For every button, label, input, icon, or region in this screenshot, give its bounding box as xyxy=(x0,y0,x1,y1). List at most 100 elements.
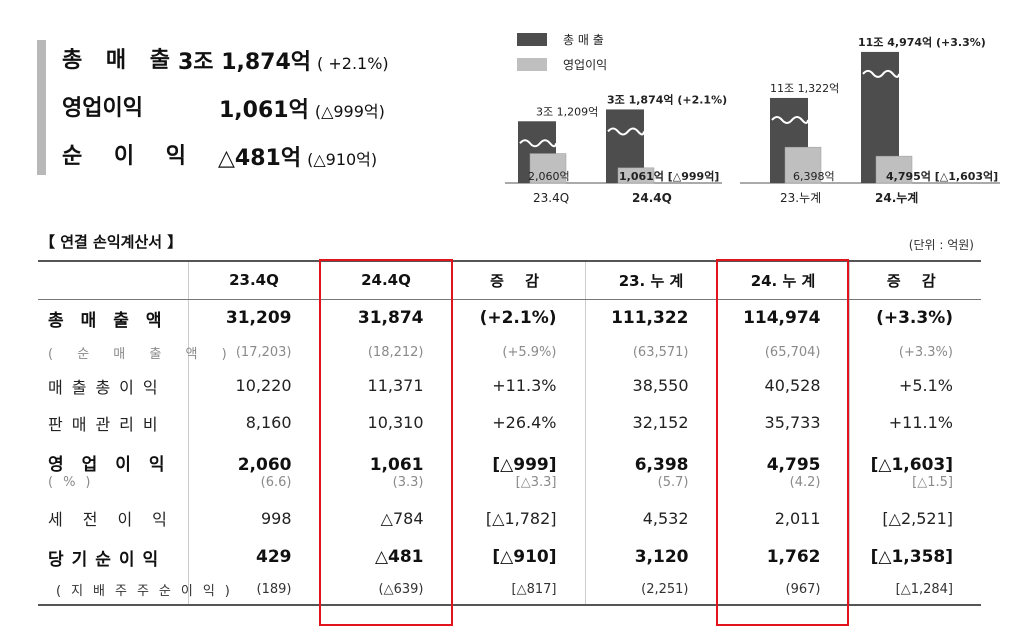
summary-op-value-wrap: 1,061억 (△999억) xyxy=(219,92,385,124)
summary-sales-row: 총 매 출 xyxy=(62,42,178,78)
table-cell: 11,371 xyxy=(319,367,452,404)
table-cell: (+2.1%) xyxy=(451,299,585,337)
table-cell: 4,532 xyxy=(584,497,717,539)
table-row-net-income: 당기순이익 429 △481 [△910] 3,120 1,762 [△1,35… xyxy=(38,539,981,575)
header-23-4q: 23.4Q xyxy=(187,260,320,300)
axis-break-wave xyxy=(607,127,645,136)
table-cell: 31,874 xyxy=(319,299,452,337)
table-cell: 2,060 xyxy=(187,441,320,475)
header-23-cumulative: 23. 누 계 xyxy=(584,260,717,300)
table-cell: 998 xyxy=(187,497,320,539)
label-sales-24.4Q: 3조 1,874억 (+2.1%) xyxy=(607,93,727,106)
table-cell: (+5.9%) xyxy=(451,337,585,367)
axis-break-wave xyxy=(519,139,557,148)
header-24-cumulative: 24. 누 계 xyxy=(716,260,849,300)
table-cell: 31,209 xyxy=(187,299,320,337)
bar-op-24.누계 xyxy=(875,155,913,184)
summary-net-value: △481억 xyxy=(218,146,302,171)
summary-net-delta: (△910억) xyxy=(307,150,378,169)
label-op-24.누계: 4,795억 [△1,603억] xyxy=(886,170,998,183)
table-cell: +5.1% xyxy=(848,367,981,404)
table-cell: (17,203) xyxy=(187,337,320,367)
row-label: (%) xyxy=(48,475,101,490)
bar-op-24.4Q xyxy=(617,167,655,184)
table-cell: [△3.3] xyxy=(451,475,585,497)
table-cell: 429 xyxy=(187,539,320,575)
summary-net-label: 순 이 익 xyxy=(62,144,199,169)
table-cell: (967) xyxy=(716,575,849,606)
label-op-24.4Q: 1,061억 [△999억] xyxy=(619,170,719,183)
label-op-23.4Q: 2,060억 xyxy=(528,170,570,183)
table-row-op-margin: (%) (6.6) (3.3) [△3.3] (5.7) (4.2) [△1.5… xyxy=(38,475,981,497)
label-sales-23.누계: 11조 1,322억 xyxy=(770,82,839,95)
table-cell: 35,733 xyxy=(716,404,849,441)
category-label-23.누계: 23.누계 xyxy=(780,191,821,205)
header-24-4q: 24.4Q xyxy=(319,260,452,300)
summary-sales-label: 총 매 출 xyxy=(62,48,179,73)
table-cell: [△999] xyxy=(451,441,585,475)
table-cell: △481 xyxy=(319,539,452,575)
table-row-net-sales: ( 순 매 출 액 ) (17,203) (18,212) (+5.9%) (6… xyxy=(38,337,981,367)
table-cell: (65,704) xyxy=(716,337,849,367)
header-ytd-change: 증 감 xyxy=(848,260,981,300)
table-cell: +26.4% xyxy=(451,404,585,441)
table-row-sga: 판매관리비 8,160 10,310 +26.4% 32,152 35,733 … xyxy=(38,404,981,441)
table-cell: [△2,521] xyxy=(848,497,981,539)
table-cell: +11.3% xyxy=(451,367,585,404)
table-cell: [△1,284] xyxy=(848,575,981,606)
row-label: 세전이익 xyxy=(48,510,187,529)
table-cell: (6.6) xyxy=(187,475,320,497)
table-cell: (189) xyxy=(187,575,320,606)
income-statement-table: 23.4Q 24.4Q 증 감 23. 누 계 24. 누 계 증 감 총매출액… xyxy=(38,260,981,606)
table-cell: 38,550 xyxy=(584,367,717,404)
label-sales-24.누계: 11조 4,974억 (+3.3%) xyxy=(858,36,986,49)
axis-break-wave xyxy=(771,115,809,124)
summary-op-value: 1,061억 xyxy=(219,98,309,123)
summary-op-delta: (△999억) xyxy=(314,102,385,121)
summary-op-label: 영업이익 xyxy=(62,96,143,121)
table-row-gross-profit: 매출총이익 10,220 11,371 +11.3% 38,550 40,528… xyxy=(38,367,981,404)
table-cell: (+3.3%) xyxy=(848,299,981,337)
table-cell: [△1,358] xyxy=(848,539,981,575)
table-cell: [△1.5] xyxy=(848,475,981,497)
table-cell: [△1,782] xyxy=(451,497,585,539)
table-cell: (+3.3%) xyxy=(848,337,981,367)
row-label: ( 순 매 출 액 ) xyxy=(48,346,237,362)
legend-swatch-sales xyxy=(517,33,547,46)
row-label: (지배주주순이익) xyxy=(38,575,230,606)
table-row-operating-profit: 영업이익 2,060 1,061 [△999] 6,398 4,795 [△1,… xyxy=(38,441,981,475)
header-qoq-change: 증 감 xyxy=(451,260,585,300)
table-cell: (2,251) xyxy=(584,575,717,606)
row-label: 영업이익 xyxy=(48,455,183,475)
bar-op-23.누계 xyxy=(784,146,822,184)
axis-break-wave xyxy=(862,69,900,78)
row-label: 판매관리비 xyxy=(48,414,167,434)
category-label-24.누계: 24.누계 xyxy=(875,190,918,205)
label-sales-23.4Q: 3조 1,209억 xyxy=(536,105,598,118)
header-blank xyxy=(38,260,188,300)
table-cell: [△817] xyxy=(451,575,585,606)
table-row-total-sales: 총매출액 31,209 31,874 (+2.1%) 111,322 114,9… xyxy=(38,299,981,337)
table-cell: 10,220 xyxy=(187,367,320,404)
row-label: 총매출액 xyxy=(48,310,179,331)
table-cell: 10,310 xyxy=(319,404,452,441)
bar-op-23.4Q xyxy=(529,153,567,184)
summary-sales-delta: ( +2.1%) xyxy=(317,54,389,73)
legend-label-sales: 총 매 출 xyxy=(563,33,604,47)
legend-swatch-op xyxy=(517,58,547,71)
table-cell: (4.2) xyxy=(716,475,849,497)
table-cell: [△910] xyxy=(451,539,585,575)
table-cell: (18,212) xyxy=(319,337,452,367)
table-cell: △784 xyxy=(319,497,452,539)
table-cell: 114,974 xyxy=(716,299,849,337)
category-label-24.4Q: 24.4Q xyxy=(632,191,672,205)
table-cell: (63,571) xyxy=(584,337,717,367)
table-cell: 111,322 xyxy=(584,299,717,337)
table-cell: (△639) xyxy=(319,575,452,606)
summary-net-row: 순 이 익 xyxy=(62,138,198,174)
table-cell: 1,762 xyxy=(716,539,849,575)
table-row-pretax-income: 세전이익 998 △784 [△1,782] 4,532 2,011 [△2,5… xyxy=(38,497,981,539)
table-cell: (5.7) xyxy=(584,475,717,497)
table-cell: (3.3) xyxy=(319,475,452,497)
